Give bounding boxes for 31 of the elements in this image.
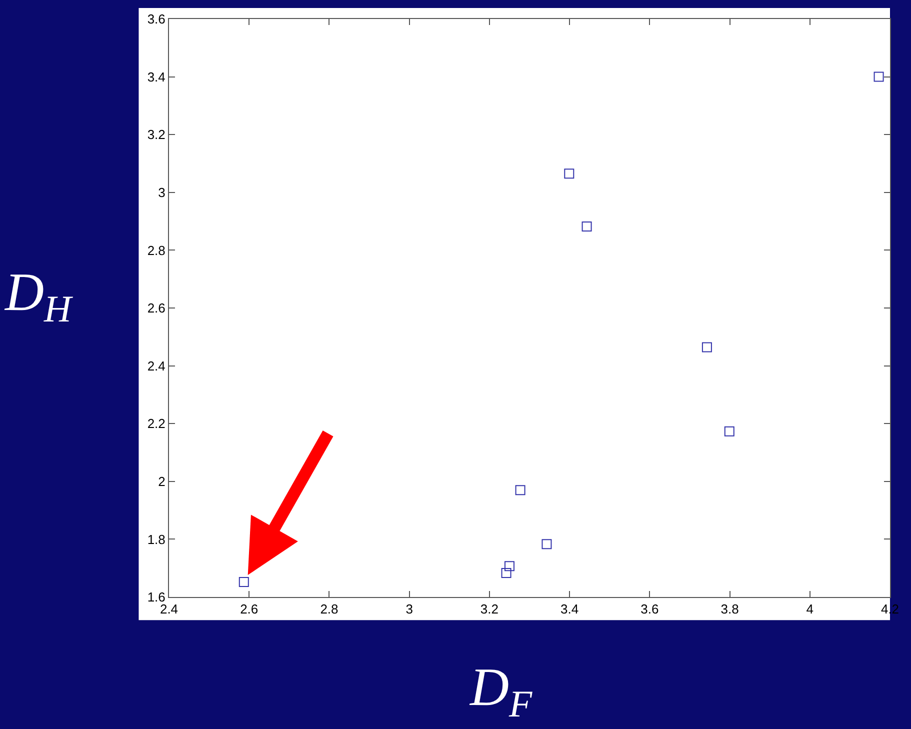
point bbox=[724, 426, 734, 436]
point bbox=[702, 342, 712, 352]
y-tick-label: 2.8 bbox=[147, 242, 166, 258]
x-tick-label: 2.6 bbox=[240, 602, 258, 617]
point bbox=[582, 222, 592, 232]
x-tick-label: 3 bbox=[406, 602, 413, 617]
point bbox=[542, 539, 552, 550]
y-tick-label: 2.4 bbox=[147, 358, 166, 374]
y-tick-label: 3 bbox=[158, 184, 166, 200]
x-tick-label: 3.2 bbox=[480, 602, 498, 617]
point bbox=[501, 568, 512, 578]
point bbox=[564, 168, 574, 179]
x-tick-label: 3.4 bbox=[560, 602, 579, 617]
x-tick-label: 4 bbox=[806, 602, 814, 617]
point bbox=[504, 561, 514, 572]
x-tick-label: 2.8 bbox=[320, 602, 338, 617]
x-tick-label: 3.6 bbox=[640, 602, 659, 617]
x-tick-label: 3.8 bbox=[720, 602, 739, 617]
y-tick-label: 2 bbox=[158, 474, 166, 489]
y-tick-label: 1.6 bbox=[147, 590, 166, 605]
y-tick-label: 3.6 bbox=[147, 12, 166, 27]
y-tick-label: 2.6 bbox=[147, 300, 166, 316]
y-tick-label: 3.4 bbox=[147, 69, 166, 84]
x-axis-title: D$_{F}$ bbox=[469, 657, 533, 726]
point bbox=[874, 72, 884, 82]
y-axis-title: D$_{H}$ bbox=[4, 262, 73, 330]
y-tick-label: 1.8 bbox=[147, 532, 166, 547]
point bbox=[238, 576, 249, 587]
point bbox=[515, 485, 526, 496]
y-tick-label: 3.2 bbox=[147, 127, 166, 142]
y-tick-label: 2.2 bbox=[147, 416, 166, 432]
